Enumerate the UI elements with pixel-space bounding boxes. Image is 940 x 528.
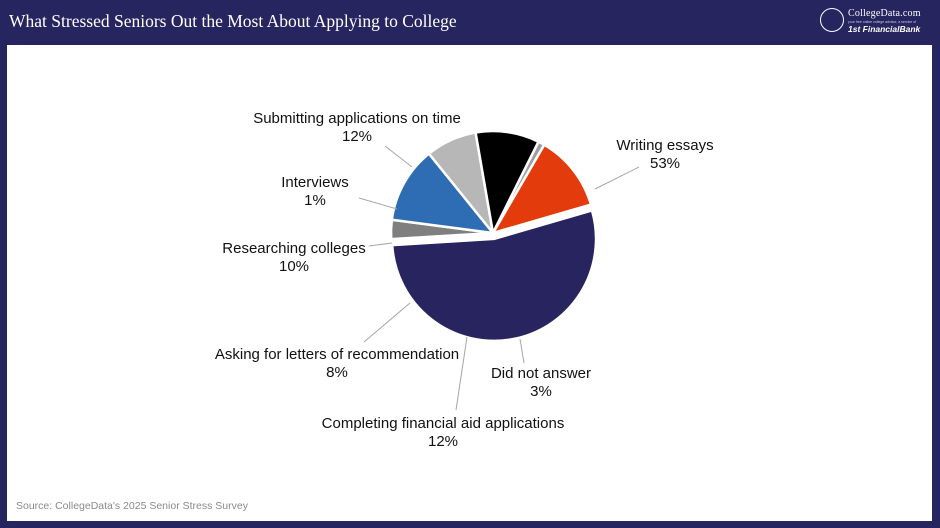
logo-tagline: your free online college advisor, a serv…: [848, 20, 917, 24]
slice-label-did-not-answer: Did not answer: [491, 365, 591, 382]
chart-title: What Stressed Seniors Out the Most About…: [9, 11, 457, 31]
logo-name: CollegeData.com: [848, 8, 921, 19]
leader-line-writing-essays: [594, 166, 640, 190]
source-note: Source: CollegeData's 2025 Senior Stress…: [16, 500, 248, 512]
pie-slice-completing-financial-aid-applications: [390, 152, 495, 235]
leader-line-asking-for-letters-of-recommendation: [363, 302, 411, 343]
slice-value-submitting-applications-on-time: 12%: [342, 128, 372, 145]
leader-line-completing-financial-aid-applications: [455, 336, 468, 411]
slice-label-asking-for-letters-of-recommendation: Asking for letters of recommendation: [215, 346, 459, 363]
slice-label-submitting-applications-on-time: Submitting applications on time: [253, 110, 461, 127]
slice-value-writing-essays: 53%: [650, 155, 680, 172]
leader-line-researching-colleges: [368, 242, 393, 247]
slice-label-completing-financial-aid-applications: Completing financial aid applications: [322, 415, 565, 432]
slice-value-researching-colleges: 10%: [279, 258, 309, 275]
slice-value-did-not-answer: 3%: [530, 383, 552, 400]
seal-icon: [820, 8, 844, 32]
slice-label-interviews: Interviews: [281, 174, 349, 191]
leader-line-interviews: [358, 197, 398, 210]
leaders-layer: [358, 145, 640, 411]
pie-slice-submitting-applications-on-time: [491, 143, 593, 235]
slices-layer: [389, 129, 598, 343]
header-bar: What Stressed Seniors Out the Most About…: [0, 0, 940, 44]
leader-line-did-not-answer: [519, 338, 525, 364]
slice-label-researching-colleges: Researching colleges: [222, 240, 365, 257]
slice-value-asking-for-letters-of-recommendation: 8%: [326, 364, 348, 381]
slice-label-writing-essays: Writing essays: [616, 137, 713, 154]
chart-panel: Writing essays 53% Did not answer 3% Complet…: [7, 45, 932, 521]
slice-value-interviews: 1%: [304, 192, 326, 209]
collegedata-logo: CollegeData.com your free online college…: [820, 7, 932, 37]
slice-value-completing-financial-aid-applications: 12%: [428, 433, 458, 450]
leader-line-submitting-applications-on-time: [384, 145, 413, 168]
logo-bank: 1st FinancialBank: [848, 24, 921, 34]
pie-slice-writing-essays: [390, 209, 598, 343]
